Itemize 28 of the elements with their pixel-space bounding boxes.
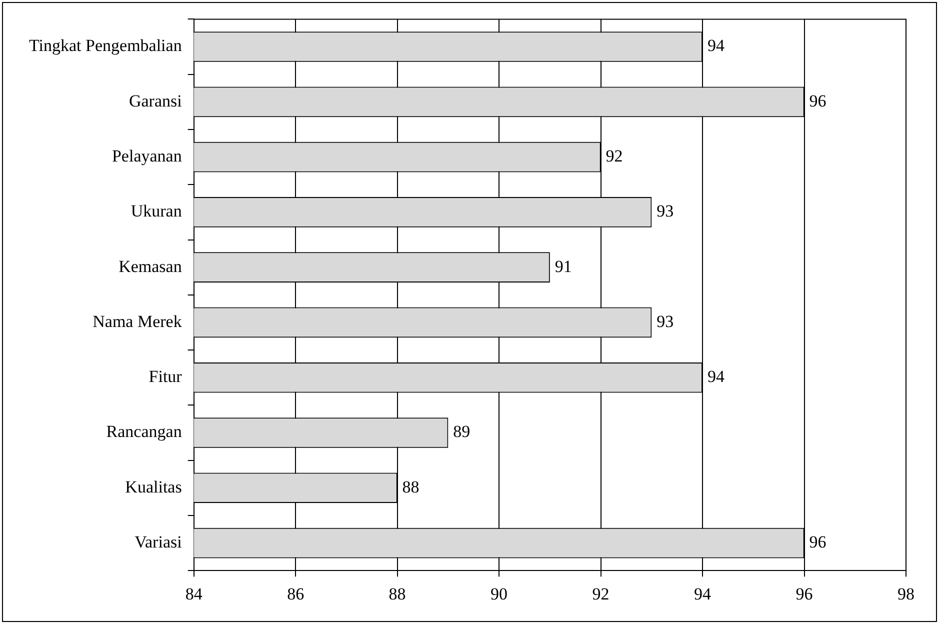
x-tick-label: 88 [388, 584, 406, 604]
data-label: 88 [402, 477, 420, 496]
x-tick-label: 96 [796, 584, 813, 604]
y-tick-label: Rancangan [106, 422, 182, 442]
data-label: 91 [554, 256, 572, 276]
y-tick-label: Variasi [134, 532, 182, 552]
x-tick-label: 90 [490, 584, 508, 604]
data-label: 96 [809, 532, 826, 552]
x-tick-label: 94 [694, 584, 712, 604]
data-label: 94 [708, 36, 726, 56]
y-tick-label: Kemasan [118, 256, 182, 276]
x-tick-label: 84 [185, 584, 203, 604]
y-tick-label: Ukuran [130, 202, 182, 221]
y-tick-label: Fitur [148, 367, 182, 386]
x-tick-label: 98 [898, 584, 914, 604]
data-label: 94 [708, 367, 726, 386]
data-label: 96 [809, 91, 826, 110]
y-tick-label: Kualitas [125, 477, 182, 496]
y-tick-label: Nama Merek [92, 312, 182, 331]
x-tick-label: 86 [287, 584, 304, 604]
y-tick-label: Pelayanan [112, 146, 182, 166]
data-label: 92 [606, 146, 623, 166]
data-label: 93 [656, 312, 674, 331]
data-label: 89 [453, 422, 470, 442]
y-tick-label: Garansi [128, 91, 182, 110]
y-tick-label: Tingkat Pengembalian [28, 36, 182, 56]
data-label: 93 [656, 202, 674, 221]
x-tick-label: 92 [592, 584, 610, 604]
